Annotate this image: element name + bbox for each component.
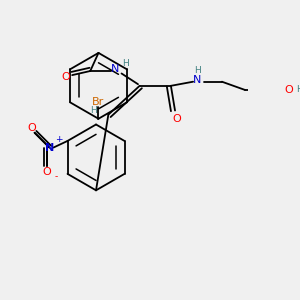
Text: H: H: [122, 59, 129, 68]
Text: O: O: [43, 167, 51, 177]
Text: N: N: [111, 64, 119, 74]
Text: N: N: [193, 75, 201, 85]
Text: -: -: [54, 172, 58, 181]
Text: H: H: [90, 106, 97, 115]
Text: +: +: [55, 135, 62, 144]
Text: Br: Br: [92, 97, 105, 107]
Text: O: O: [61, 72, 70, 82]
Text: O: O: [27, 123, 36, 133]
Text: O: O: [172, 114, 181, 124]
Text: H: H: [194, 66, 201, 75]
Text: O: O: [284, 85, 293, 95]
Text: N: N: [45, 142, 54, 152]
Text: H: H: [296, 85, 300, 94]
